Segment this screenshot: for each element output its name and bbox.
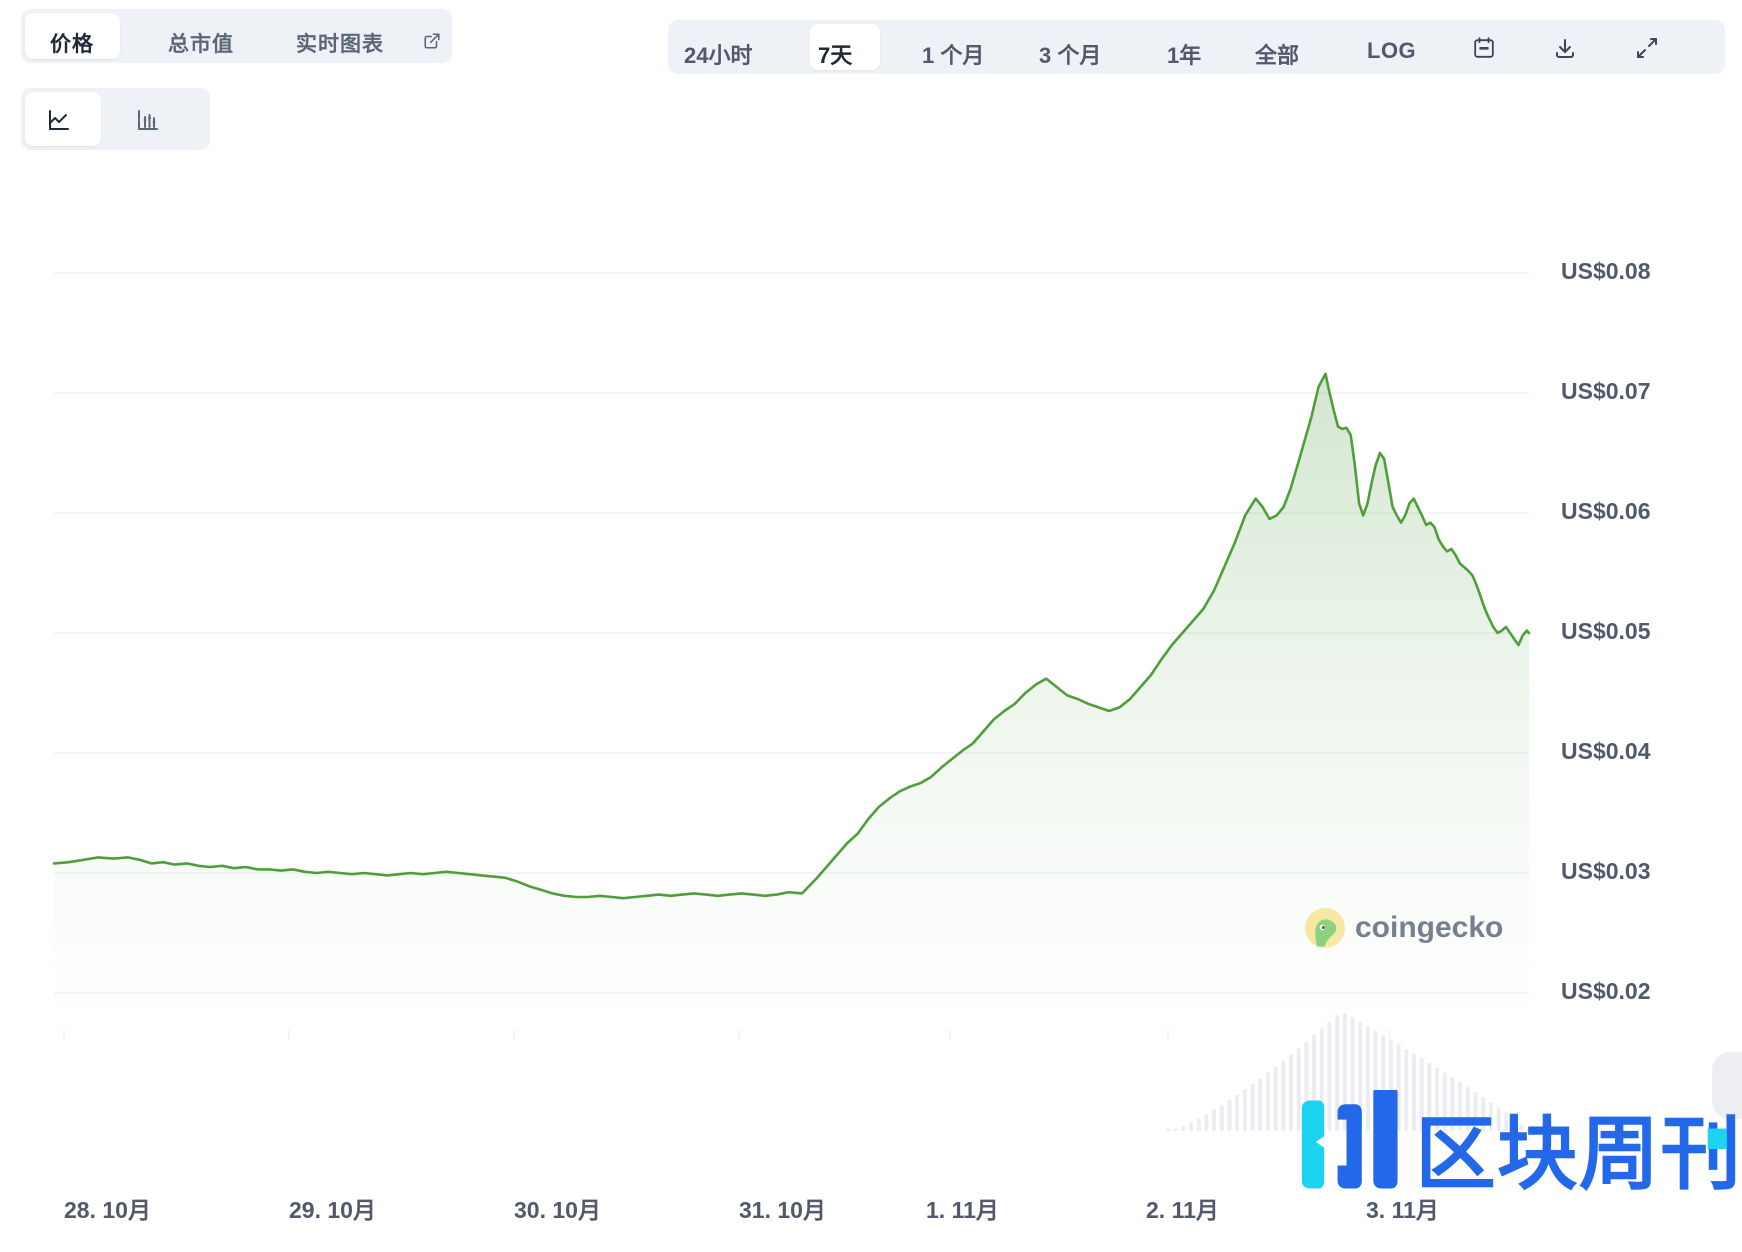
- svg-text:区块周刊: 区块周刊: [1415, 1110, 1742, 1199]
